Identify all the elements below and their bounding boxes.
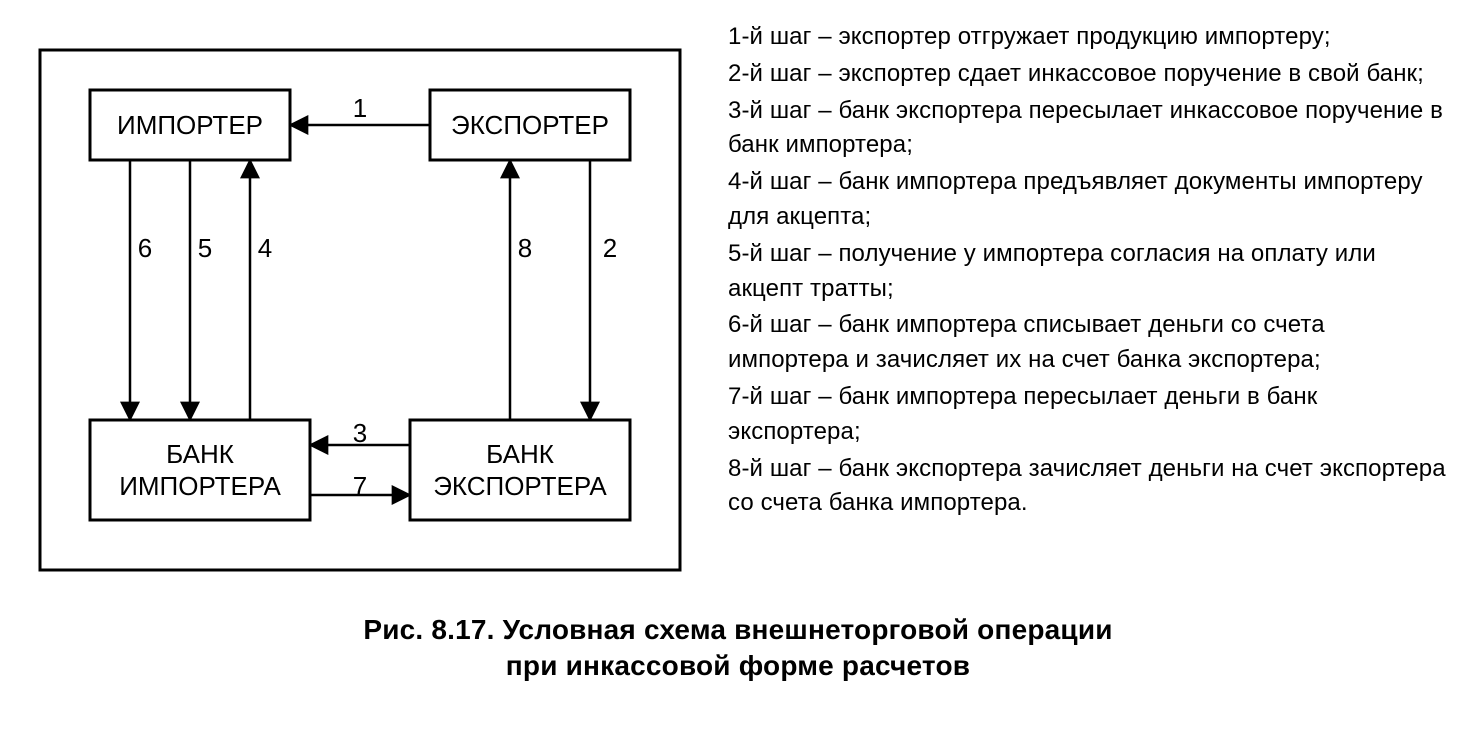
- legend-step-1: 1-й шаг – экспортер отгружает продукцию …: [728, 20, 1446, 55]
- edge-label-6: 6: [138, 233, 152, 263]
- caption-line-2: при инкассовой форме расчетов: [30, 648, 1446, 684]
- figure-page: 12345678ИМПОРТЕРЭКСПОРТЕРБАНКИМПОРТЕРАБА…: [0, 0, 1476, 756]
- legend: 1-й шаг – экспортер отгружает продукцию …: [728, 20, 1446, 590]
- figure-top-row: 12345678ИМПОРТЕРЭКСПОРТЕРБАНКИМПОРТЕРАБА…: [30, 20, 1446, 590]
- svg-text:БАНК: БАНК: [486, 439, 554, 469]
- legend-step-7: 7-й шаг – банк импортера пересылает день…: [728, 380, 1446, 450]
- legend-step-6: 6-й шаг – банк импортера списывает деньг…: [728, 308, 1446, 378]
- legend-step-5: 5-й шаг – получение у импортера согласия…: [728, 237, 1446, 307]
- edge-label-8: 8: [518, 233, 532, 263]
- figure-caption: Рис. 8.17. Условная схема внешнеторговой…: [30, 612, 1446, 685]
- svg-text:ЭКСПОРТЕРА: ЭКСПОРТЕРА: [433, 471, 607, 501]
- edge-label-5: 5: [198, 233, 212, 263]
- svg-text:ЭКСПОРТЕР: ЭКСПОРТЕР: [451, 110, 609, 140]
- flowchart-svg: 12345678ИМПОРТЕРЭКСПОРТЕРБАНКИМПОРТЕРАБА…: [30, 20, 700, 590]
- edge-label-7: 7: [353, 471, 367, 501]
- legend-step-2: 2-й шаг – экспортер сдает инкассовое пор…: [728, 57, 1446, 92]
- edge-label-4: 4: [258, 233, 272, 263]
- caption-line-1: Рис. 8.17. Условная схема внешнеторговой…: [30, 612, 1446, 648]
- svg-text:ИМПОРТЕР: ИМПОРТЕР: [117, 110, 263, 140]
- edge-label-2: 2: [603, 233, 617, 263]
- node-importer: ИМПОРТЕР: [90, 90, 290, 160]
- edge-label-1: 1: [353, 93, 367, 123]
- edge-label-3: 3: [353, 418, 367, 448]
- node-exporter: ЭКСПОРТЕР: [430, 90, 630, 160]
- node-bank_exporter: БАНКЭКСПОРТЕРА: [410, 420, 630, 520]
- svg-text:ИМПОРТЕРА: ИМПОРТЕРА: [119, 471, 281, 501]
- legend-step-8: 8-й шаг – банк экспортера зачисляет день…: [728, 452, 1446, 522]
- flowchart-container: 12345678ИМПОРТЕРЭКСПОРТЕРБАНКИМПОРТЕРАБА…: [30, 20, 700, 590]
- legend-step-4: 4-й шаг – банк импортера предъявляет док…: [728, 165, 1446, 235]
- svg-text:БАНК: БАНК: [166, 439, 234, 469]
- node-bank_importer: БАНКИМПОРТЕРА: [90, 420, 310, 520]
- legend-step-3: 3-й шаг – банк экспортера пересылает инк…: [728, 94, 1446, 164]
